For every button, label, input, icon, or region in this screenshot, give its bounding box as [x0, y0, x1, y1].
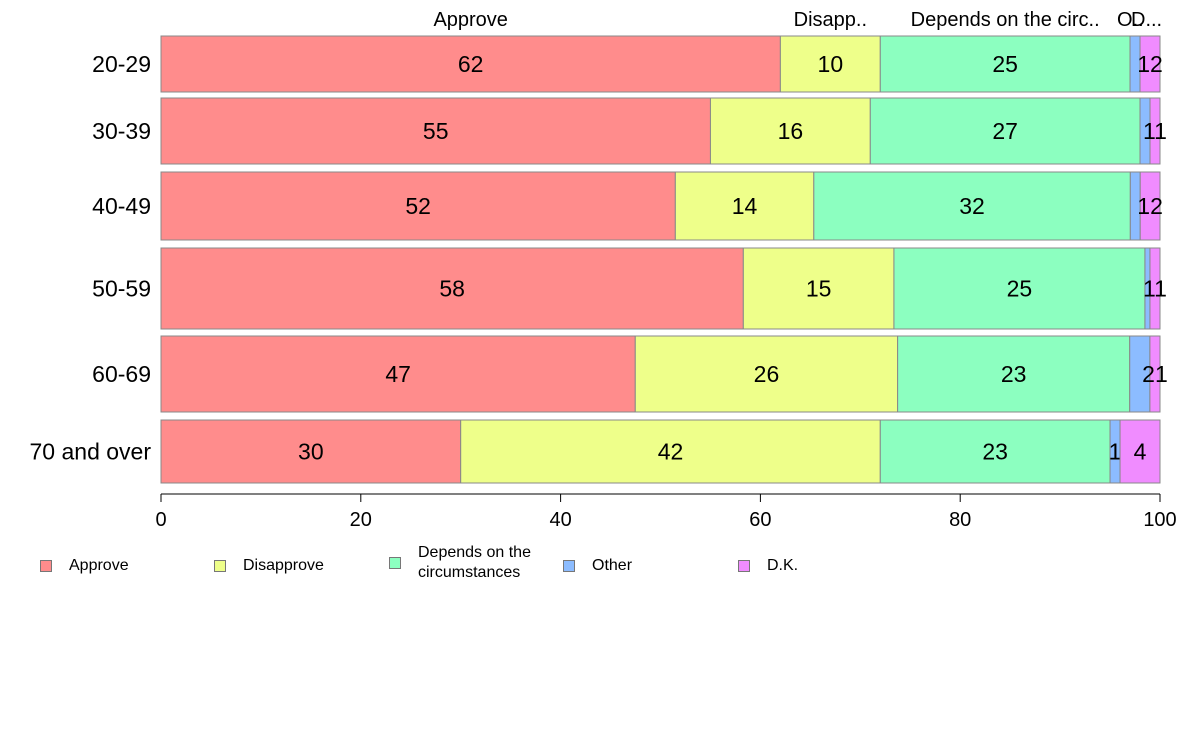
bar-segment [897, 335, 1131, 413]
data-label: 12 [1137, 193, 1163, 219]
bar-segment [160, 171, 676, 241]
bar-segment [879, 35, 1131, 93]
bar-segment [709, 97, 871, 165]
data-label: 58 [439, 276, 465, 302]
legend-item-approve: Approve [40, 556, 129, 576]
top-category-label: Approve [433, 9, 508, 31]
legend-label-dk: D.K. [767, 557, 799, 574]
data-label: 30 [298, 439, 324, 465]
data-label: 23 [1001, 361, 1027, 387]
data-label: 11 [1143, 276, 1167, 302]
bar-segment [160, 419, 462, 484]
bar-segment [160, 247, 744, 330]
legend: Approve Disapprove Depends on the circum… [0, 540, 1188, 590]
legend-label-disapprove: Disapprove [243, 557, 324, 574]
data-label: 10 [818, 51, 844, 77]
bar-segment [1119, 419, 1161, 484]
data-label: 14 [732, 193, 758, 219]
data-label: 47 [385, 361, 411, 387]
data-label: 15 [806, 276, 832, 302]
data-label: 11 [1143, 118, 1167, 144]
legend-label-depends: Depends on the circumstances [418, 544, 531, 581]
data-label: 25 [992, 51, 1018, 77]
x-tick-label: 20 [350, 509, 372, 531]
x-tick-label: 80 [949, 509, 971, 531]
legend-item-disapprove: Disapprove [214, 556, 324, 576]
y-tick-label: 60-69 [92, 361, 151, 387]
x-tick-label: 100 [1143, 509, 1176, 531]
bar-segment [160, 35, 781, 93]
y-tick-label: 50-59 [92, 276, 151, 302]
data-label: 62 [458, 51, 484, 77]
bar-segment [160, 335, 636, 413]
bar-segment [1139, 171, 1161, 241]
bar-segment [893, 247, 1146, 330]
bar-segment [1149, 97, 1161, 165]
bar-segment [460, 419, 881, 484]
top-category-label: D... [1131, 9, 1162, 31]
data-label: 27 [992, 118, 1018, 144]
bar-segment [1149, 335, 1161, 413]
legend-swatch-depends [389, 557, 401, 569]
data-label: 12 [1137, 51, 1163, 77]
top-category-label: O.. [1117, 9, 1144, 31]
x-tick-label: 40 [549, 509, 571, 531]
legend-item-dk: D.K. [738, 556, 798, 576]
legend-item-depends: Depends on the circumstances [389, 543, 558, 583]
bar-segment [813, 171, 1131, 241]
legend-swatch-disapprove [214, 560, 226, 572]
bar-segment [1149, 247, 1161, 330]
data-label: 42 [658, 439, 684, 465]
data-label: 32 [959, 193, 985, 219]
legend-label-other: Other [592, 557, 633, 574]
data-label: 16 [778, 118, 804, 144]
bar-segment [779, 35, 881, 93]
data-label: 1 [1109, 439, 1122, 465]
data-label: 25 [1007, 276, 1033, 302]
y-tick-label: 20-29 [92, 51, 151, 77]
top-category-label: Depends on the circ.. [911, 9, 1100, 31]
legend-item-other: Other [563, 556, 632, 576]
bar-segment [742, 247, 895, 330]
bar-segment [160, 97, 711, 165]
data-label: 23 [982, 439, 1008, 465]
legend-label-approve: Approve [69, 557, 129, 574]
bar-segment [634, 335, 899, 413]
bar-segment [879, 419, 1111, 484]
y-tick-label: 40-49 [92, 193, 151, 219]
data-label: 26 [754, 361, 780, 387]
data-label: 21 [1142, 361, 1168, 387]
y-tick-label: 70 and over [30, 439, 152, 465]
bar-segment [869, 97, 1141, 165]
bar-segment [674, 171, 815, 241]
data-label: 52 [405, 193, 431, 219]
x-tick-label: 60 [749, 509, 771, 531]
data-label: 4 [1134, 439, 1147, 465]
data-label: 55 [423, 118, 449, 144]
legend-swatch-approve [40, 560, 52, 572]
top-category-label: Disapp.. [794, 9, 867, 31]
bar-segment [1139, 35, 1161, 93]
x-tick-label: 0 [155, 509, 166, 531]
y-tick-label: 30-39 [92, 118, 151, 144]
legend-swatch-dk [738, 560, 750, 572]
legend-swatch-other [563, 560, 575, 572]
